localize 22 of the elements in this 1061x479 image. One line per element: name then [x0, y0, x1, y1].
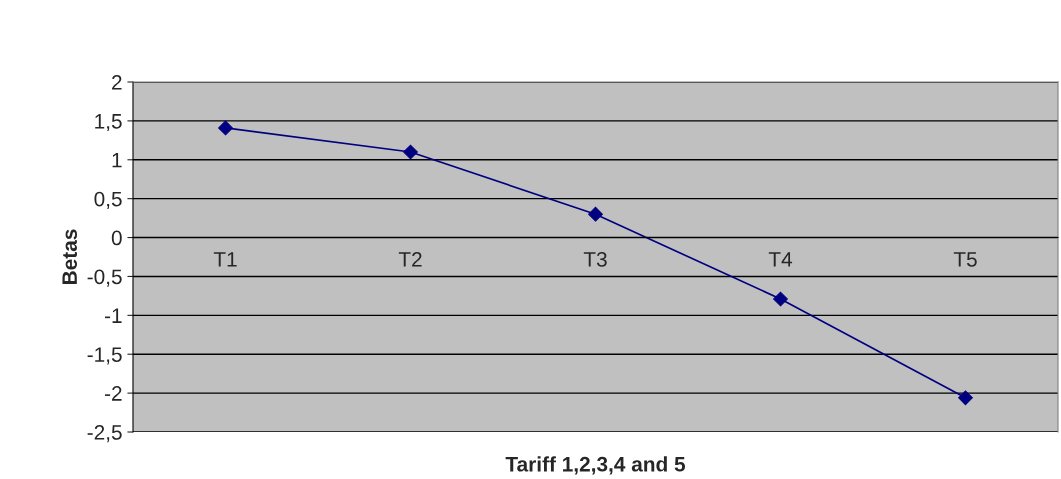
x-tick-label: T1	[213, 252, 237, 267]
point	[958, 390, 973, 406]
y-tick-label: 1	[112, 152, 122, 168]
y-tick-label: 0,5	[94, 191, 122, 209]
y-tick-label: 1,5	[95, 114, 122, 132]
point	[403, 144, 418, 160]
y-tick-label: 2	[112, 75, 122, 90]
x-tick-label: T3	[583, 251, 607, 267]
y-tick-label: -2	[104, 386, 122, 401]
y-tick-label: 0	[111, 230, 122, 246]
point	[588, 206, 603, 222]
point	[773, 291, 788, 307]
x-axis-title: Tariff 1,2,3,4 and 5	[505, 456, 686, 475]
y-tick-label: -0,5	[87, 269, 122, 287]
point	[218, 120, 233, 136]
x-tick-label: T4	[768, 252, 793, 267]
y-tick-label: -2,5	[87, 425, 122, 443]
x-tick-label: T2	[398, 251, 422, 267]
y-tick-label: -1	[104, 308, 122, 323]
y-axis-title: Betas	[62, 229, 78, 284]
x-tick-label: T5	[953, 252, 977, 267]
y-tick-label: -1,5	[87, 347, 122, 365]
